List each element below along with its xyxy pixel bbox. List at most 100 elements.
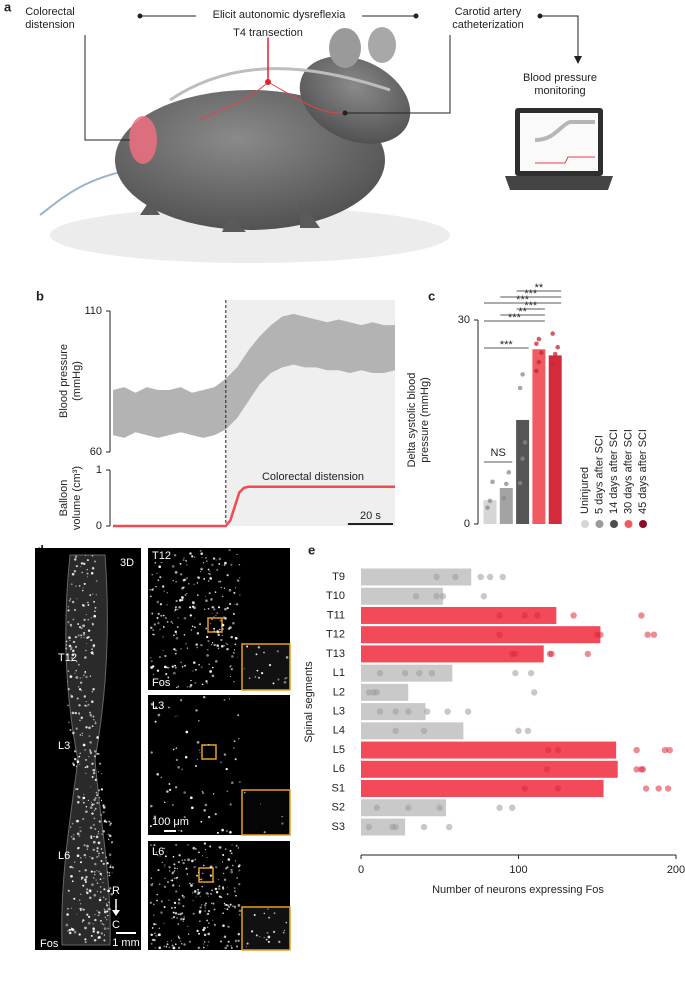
speckle [96, 870, 98, 872]
speckle [98, 771, 100, 773]
speckle [231, 869, 233, 871]
label-bg [196, 7, 362, 23]
speckle [67, 930, 69, 932]
speckle [72, 731, 75, 735]
speckle [92, 688, 95, 691]
speckle [94, 914, 96, 916]
speckle [220, 761, 222, 764]
speckle [155, 706, 157, 709]
speckle [150, 751, 153, 754]
speckle [175, 636, 179, 640]
speckle [172, 855, 175, 858]
speckle [97, 855, 100, 857]
speckle [70, 874, 73, 878]
bar [361, 645, 544, 663]
data-point [522, 440, 528, 445]
speckle [77, 663, 80, 666]
speckle [207, 815, 211, 819]
speckle [211, 889, 213, 892]
speckle [196, 874, 199, 877]
speckle [79, 752, 81, 754]
speckle [223, 753, 227, 756]
speckle [209, 577, 213, 580]
speckle [174, 867, 176, 870]
speckle [85, 675, 88, 679]
speckle [237, 714, 240, 717]
data-point [534, 341, 539, 347]
speckle [86, 568, 88, 571]
speckle [149, 901, 152, 904]
speckle [200, 878, 203, 881]
speckle [160, 900, 164, 903]
speckle [159, 576, 162, 579]
speckle [267, 935, 271, 939]
speckle [195, 643, 198, 646]
speckle [99, 886, 102, 888]
speckle [153, 633, 155, 636]
speckle [75, 585, 77, 587]
speckle [255, 934, 258, 937]
speckle [225, 767, 228, 771]
speckle [94, 606, 97, 609]
speckle [174, 666, 177, 669]
bar [548, 355, 562, 524]
speckle [212, 666, 214, 669]
speckle [95, 879, 97, 881]
speckle [87, 601, 89, 604]
speckle [168, 866, 171, 869]
speckle [97, 831, 100, 833]
speckle [158, 946, 162, 950]
speckle [175, 649, 177, 652]
speckle [90, 571, 94, 575]
data-point [420, 823, 428, 831]
speckle [216, 568, 219, 571]
speckle [199, 549, 202, 552]
speckle [78, 755, 81, 758]
data-point [555, 344, 560, 350]
speckle [95, 791, 98, 794]
bracket-dot [137, 13, 143, 19]
speckle [178, 605, 181, 609]
speckle [181, 768, 184, 771]
speckle [92, 653, 94, 655]
speckle [86, 576, 88, 578]
speckle [233, 887, 236, 889]
speckle [202, 872, 204, 875]
speckle [171, 879, 174, 882]
speckle [223, 878, 227, 881]
speckle [151, 612, 154, 615]
speckle [104, 898, 107, 900]
speckle [163, 866, 165, 868]
speckle [94, 560, 96, 563]
speckle [77, 846, 80, 849]
speckle [194, 681, 197, 684]
speckle [151, 926, 154, 929]
speckle [96, 931, 100, 934]
speckle [190, 884, 193, 887]
speckle [183, 859, 187, 862]
label: 100 μm [152, 816, 189, 828]
speckle [224, 848, 227, 850]
speckle [182, 895, 186, 899]
speckle [213, 630, 216, 633]
speckle [108, 834, 112, 838]
speckle [105, 903, 108, 905]
speckle [205, 596, 207, 598]
speckle [150, 595, 152, 598]
speckle [171, 884, 175, 887]
speckle [169, 870, 171, 872]
speckle [79, 827, 81, 829]
data-point [464, 708, 472, 715]
speckle [79, 719, 81, 722]
speckle [150, 657, 152, 659]
speckle [159, 855, 161, 857]
speckle [98, 898, 102, 902]
speckle [203, 933, 207, 937]
data-point [661, 746, 669, 754]
speckle [276, 650, 279, 653]
speckle [207, 932, 210, 936]
speckle [273, 912, 276, 915]
speckle [102, 862, 105, 866]
speckle [93, 810, 95, 812]
